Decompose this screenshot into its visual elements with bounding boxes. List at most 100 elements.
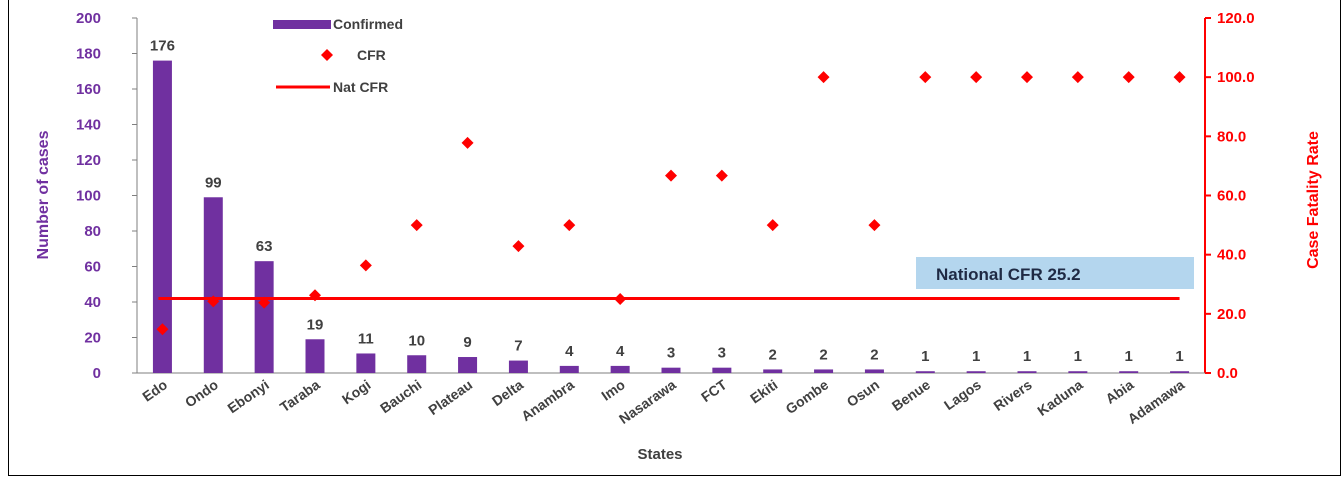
data-label-taraba: 19 [307,316,324,333]
y-axis-title: Number of cases [35,130,52,259]
data-label-imo: 4 [616,343,625,360]
axis-titles: Number of cases Case Fatality Rate States [35,130,1322,463]
cfr-point-benue [919,71,932,84]
data-label-anambra: 4 [565,343,574,360]
bar-gombe [814,369,834,373]
x-tick-ondo: Ondo [182,376,221,410]
right-tick-label: 40.0 [1217,247,1246,264]
cfr-point-ondo [207,295,220,308]
right-tick-label: 100.0 [1217,69,1255,86]
cfr-point-edo [156,323,169,336]
x-tick-edo: Edo [139,376,170,404]
left-tick-label: 40 [84,294,101,311]
cfr-point-gombe [817,71,830,84]
bar-rivers [1017,371,1037,373]
axes: 0 20 40 60 80 100 120 140 160 180 200 0.0 20.0 40.0 60… [76,10,1255,382]
left-tick-label: 80 [84,223,101,240]
cfr-point-fct [715,169,728,182]
data-label-lagos: 1 [972,348,980,365]
legend-swatch-confirmed [273,20,331,29]
x-tick-benue: Benue [889,376,933,414]
left-tick-label: 60 [84,259,101,276]
cfr-point-adamawa [1173,71,1186,84]
cfr-point-imo [614,293,627,306]
cfr-point-nasarawa [665,169,677,182]
left-tick-label: 0 [93,365,101,382]
bars [152,60,1190,373]
data-label-nasarawa: 3 [667,345,675,362]
cfr-point-kogi [359,259,372,272]
x-tick-ekiti: Ekiti [747,376,780,406]
x-tick-taraba: Taraba [277,376,323,415]
data-label-kogi: 11 [358,330,374,347]
annotation-box [916,257,1194,289]
data-label-bauchi: 10 [408,332,425,349]
data-label-edo: 176 [150,38,175,55]
legend: Confirmed CFR Nat CFR [273,16,403,95]
annotation-group: National CFR 25.2 [916,257,1194,289]
cfr-point-anambra [563,219,576,232]
right-tick-label: 80.0 [1217,128,1246,145]
x-tick-bauchi: Bauchi [377,376,424,416]
data-label-ekiti: 2 [769,346,777,363]
bar-nasarawa [661,367,681,373]
x-tick-nasarawa: Nasarawa [616,376,679,427]
annotation-text: National CFR 25.2 [936,265,1081,284]
left-tick-label: 200 [76,10,101,27]
left-tick-label: 120 [76,152,101,169]
right-tick-label: 60.0 [1217,188,1246,205]
left-tick-label: 100 [76,188,101,205]
x-tick-rivers: Rivers [990,376,1034,414]
right-tick-label: 0.0 [1217,365,1238,382]
right-tick-label: 20.0 [1217,306,1246,323]
x-tick-kogi: Kogi [339,376,374,407]
y2-axis-title: Case Fatality Rate [1305,131,1322,269]
bar-adamawa [1170,371,1190,373]
data-label-abia: 1 [1125,348,1133,365]
legend-label-nat-cfr: Nat CFR [333,79,388,95]
cfr-point-abia [1122,71,1135,84]
cfr-point-lagos [970,71,983,84]
data-label-delta: 7 [514,338,522,355]
bar-benue [915,371,935,373]
legend-label-cfr: CFR [357,47,386,63]
x-tick-ebonyi: Ebonyi [224,376,271,416]
legend-swatch-cfr [321,49,333,61]
cfr-point-bauchi [410,219,423,232]
bar-ondo [203,197,223,373]
legend-label-confirmed: Confirmed [333,16,403,32]
data-label-rivers: 1 [1023,348,1031,365]
data-label-ondo: 99 [205,174,222,191]
bar-osun [864,369,884,373]
data-label-osun: 2 [870,346,878,363]
chart-frame [8,0,1341,476]
bar-imo [610,365,630,373]
x-tick-gombe: Gombe [783,376,832,417]
cfr-point-kaduna [1071,71,1084,84]
x-axis-title: States [637,446,682,463]
right-tick-label: 120.0 [1217,10,1255,27]
x-tick-adamawa: Adamawa [1125,376,1188,427]
bar-taraba [305,339,325,373]
left-tick-label: 20 [84,330,101,347]
x-tick-labels: Edo Ondo Ebonyi Taraba Kogi Bauchi Plateau Delt… [139,376,1187,427]
data-label-gombe: 2 [819,346,827,363]
left-tick-label: 160 [76,81,101,98]
bar-kogi [356,353,376,373]
bar-anambra [559,365,579,373]
x-tick-kaduna: Kaduna [1034,376,1085,419]
cfr-point-osun [868,219,881,232]
bar-ebonyi [254,261,274,373]
cfr-point-taraba [309,289,321,302]
left-tick-label: 180 [76,46,101,63]
cfr-points [156,71,1186,336]
x-tick-delta: Delta [489,376,526,409]
bar-kaduna [1068,371,1088,373]
cfr-point-rivers [1021,71,1033,84]
bar-bauchi [407,355,427,373]
x-tick-anambra: Anambra [518,376,577,424]
cfr-point-delta [512,240,525,253]
cfr-point-plateau [461,136,474,149]
